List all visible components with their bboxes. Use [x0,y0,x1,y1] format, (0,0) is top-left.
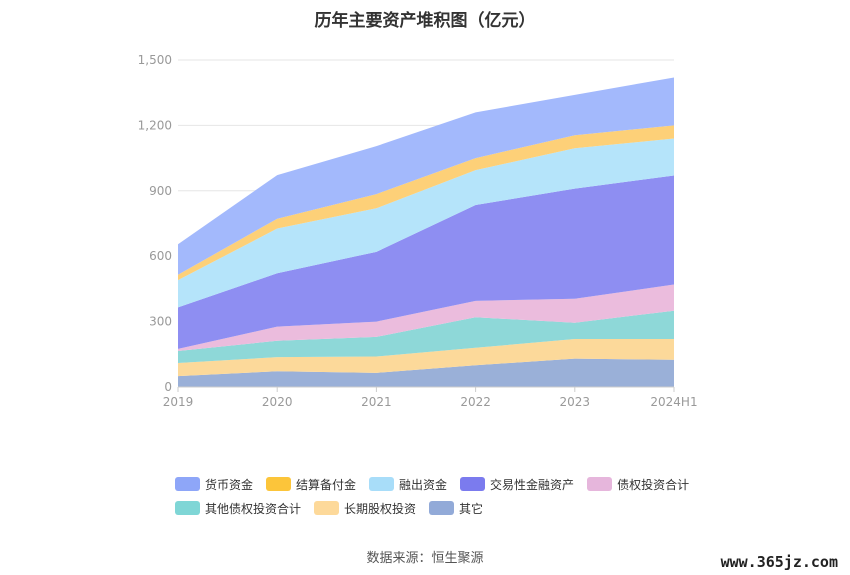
legend-row: 其他债权投资合计 长期股权投资 其它 [175,496,715,520]
chart-legend: 货币资金 结算备付金 融出资金 交易性金融资产 债权投资合计 其他债权投资合计 长期股权投… [175,472,715,520]
area-series [178,284,674,352]
legend-label: 融出资金 [399,477,448,492]
data-source-note: 数据来源：恒生聚源 [366,551,484,566]
y-tick-label: 0 [164,380,172,394]
legend-swatch [175,501,200,515]
area-series [178,175,674,349]
watermark: www.365jz.com [720,553,838,571]
legend-swatch [460,477,486,491]
legend-swatch [429,501,455,515]
x-tick-label: 2024H1 [650,395,697,409]
x-tick-label: 2021 [361,395,392,409]
legend-label: 结算备付金 [296,477,357,492]
stacked-area-chart: 0 300 600 900 1,200 1,500 2019 2020 2021 2022 2023… [138,53,698,409]
area-series [178,138,674,308]
y-tick-label: 1,500 [138,53,172,67]
area-series [178,339,674,377]
legend-swatch [266,477,292,491]
legend-item[interactable]: 融出资金 [369,476,447,493]
y-tick-label: 600 [149,249,172,263]
legend-item[interactable]: 其它 [429,500,483,517]
legend-swatch [175,477,200,491]
x-tick-label: 2020 [262,395,293,409]
area-series [178,125,674,281]
legend-swatch [369,477,395,491]
legend-label: 其他债权投资合计 [205,501,302,516]
legend-label: 长期股权投资 [344,501,417,516]
x-tick-label: 2023 [560,395,591,409]
x-tick-label: 2022 [460,395,491,409]
legend-item[interactable]: 长期股权投资 [314,500,416,517]
chart-title: 历年主要资产堆积图（亿元） [314,11,536,31]
area-series [178,310,674,364]
legend-label: 其它 [459,501,484,516]
legend-item[interactable]: 结算备付金 [266,476,356,493]
legend-label: 债权投资合计 [617,477,690,492]
legend-row: 货币资金 结算备付金 融出资金 交易性金融资产 债权投资合计 [175,472,715,496]
area-series [178,358,674,387]
legend-item[interactable]: 货币资金 [175,476,253,493]
area-series [178,77,674,275]
y-tick-label: 300 [149,315,172,329]
x-tick-label: 2019 [163,395,194,409]
legend-swatch [314,501,340,515]
y-tick-label: 900 [149,184,172,198]
legend-item[interactable]: 其他债权投资合计 [175,500,301,517]
legend-swatch [587,477,613,491]
legend-item[interactable]: 交易性金融资产 [460,476,574,493]
legend-label: 交易性金融资产 [490,477,575,492]
legend-label: 货币资金 [205,477,254,492]
y-tick-label: 1,200 [138,118,172,132]
legend-item[interactable]: 债权投资合计 [587,476,689,493]
